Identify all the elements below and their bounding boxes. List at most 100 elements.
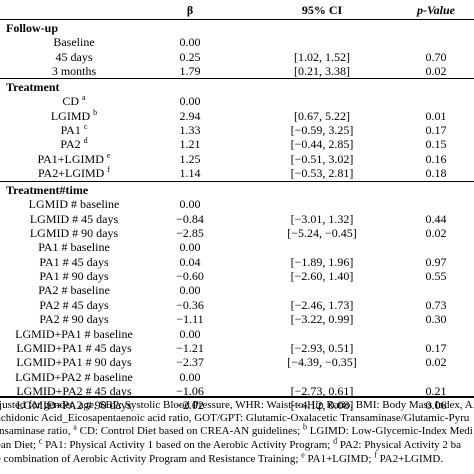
p-value: 0.16 [425,151,447,166]
beta-value: −1.11 [176,312,204,327]
p-value: 0.18 [425,166,447,181]
footnote-text: PA2+LGIMD. [376,453,444,465]
ci-value: [−1.89, 1.96] [290,254,354,269]
row-label: LGMID+PA2 # baseline [0,370,148,384]
footnote-text: ljusted for gender, age, SBP: Systolic B… [0,399,474,411]
table-row: PA1+LGIMD e 1.25 [−0.51, 3.02] 0.16 [0,151,474,166]
p-value: 0.55 [425,269,447,284]
beta-value: 1.79 [179,64,201,79]
row-label-text: LGMID+PA1 # baseline [15,326,133,341]
row-label: LGIMD b [0,108,148,123]
beta-column-header: β [186,3,194,17]
p-value: 0.02 [425,355,447,370]
row-label-text: PA2 [60,137,81,152]
ci-value: [−2.60, 1.40] [290,269,354,284]
p-value: 0.06 [425,398,447,413]
row-label: LGMID # 90 days [0,226,148,240]
row-label: PA1 c [0,123,148,138]
footnote-line: insaminase ratio, a CD: Control Diet bas… [0,422,473,438]
p-value: 0.70 [425,49,447,64]
footnote-text: CD: Control Diet based on CREA-AN guidel… [76,425,303,437]
row-label-footnote-mark: a [82,93,86,103]
beta-value: −1.06 [176,383,204,398]
ci-value: [−0.44, 2.85] [290,137,354,152]
table-row: 3 months 1.79 [0.21, 3.38] 0.02 [0,64,474,78]
row-label-text: PA1 # 90 days [39,269,109,284]
p-value: 0.30 [425,312,447,327]
table-row: LGMID+PA2 # 90 days −2.02 [−4.12, 0.08] 0.0… [0,398,474,412]
row-label-text: LGMID+PA2 # baseline [15,369,133,384]
beta-value: 0.04 [179,254,201,269]
ci-value: [−4.12, 0.08] [290,398,354,413]
table-header-row: β 95% CI p-Value [0,3,474,17]
p-value: 0.21 [425,383,447,398]
beta-value: 1.25 [179,151,201,166]
row-label-text: PA1 [60,123,81,138]
row-label: PA2 # baseline [0,283,148,297]
p-value: 0.01 [425,108,447,123]
table-row: CD a 0.00 [0,93,474,109]
table-row: 45 days 0.25 [1.02, 1.52] 0.70 [0,50,474,64]
ci-value: [−4.39, −0.35] [287,355,357,370]
footnote-line: ean Diet; c PA1: Physical Activity 1 bas… [0,436,470,452]
p-value-column-header: p-Value [416,3,455,17]
ci-column-header: 95% CI [301,3,343,17]
row-label-text: PA2+LGIMD [37,166,105,181]
p-value: 0.97 [425,254,447,269]
beta-value: 1.33 [179,123,201,138]
header-rule [0,19,474,20]
section-title-label: Follow-up [6,21,59,35]
beta-value: 2.94 [179,108,201,123]
footnote-line: achidonic Acid_Eicosapentaenoic acid rat… [0,412,470,425]
section-title-label: Treatment [6,80,60,94]
footnote-mark: c [38,436,43,446]
table-row: PA1 # 90 days −0.60 [−2.60, 1.40] 0.55 [0,269,474,283]
ci-value: [0.21, 3.38] [294,64,350,79]
table-row: PA1 # 45 days 0.04 [−1.89, 1.96] 0.97 [0,255,474,269]
row-label: LGMID # baseline [0,197,148,211]
row-label-text: PA2 # 90 days [39,312,109,327]
row-label-text: LGIMD [50,108,91,123]
row-label: LGMID+PA1 # 45 days [0,341,148,355]
footnote-mark: a [73,422,77,432]
p-value: 0.44 [425,211,447,226]
footnote-mark: f [374,450,377,460]
beta-value: 0.00 [179,197,201,212]
row-label-text: LGMID # 45 days [29,211,119,226]
table-row: LGMID # 45 days −0.84 [−3.01, 1.32] 0.44 [0,212,474,226]
footnote-text: ean Diet; [0,439,39,451]
row-label-text: PA1+LGIMD [37,151,104,166]
section-divider [0,78,474,79]
table-row: PA2 # 90 days −1.11 [−3.22, 0.99] 0.30 [0,312,474,326]
section-divider [0,181,474,182]
table-row: LGIMD b 2.94 [0.67, 5.22] 0.01 [0,108,474,123]
footnote-text: achidonic Acid_Eicosapentaenoic acid rat… [0,412,470,424]
table-row: PA2 # baseline 0.00 [0,283,474,297]
table-row: PA2 # 45 days −0.36 [−2.46, 1.73] 0.73 [0,298,474,312]
row-label-text: LGMID # 90 days [29,226,119,241]
row-label-text: PA1 # baseline [38,240,110,255]
beta-value: 0.00 [179,369,201,384]
section-title-treatment-time: Treatment#time [0,183,474,197]
row-label: PA2+LGIMD f [0,165,148,181]
ci-value: [−3.22, 0.99] [290,312,354,327]
table-row: PA1 # baseline 0.00 [0,240,474,254]
ci-value: [−2.46, 1.73] [290,297,354,312]
beta-value: 0.25 [179,49,201,64]
beta-value: 0.00 [179,283,201,298]
row-label: PA2 d [0,137,148,152]
section-title-treatment: Treatment [0,80,474,94]
row-label: LGMID # 45 days [0,212,148,226]
row-label-text: Baseline [53,35,95,50]
row-label-footnote-mark: f [107,165,110,175]
footnote-mark: d [333,436,338,446]
row-label: LGMID+PA2 # 90 days [0,398,148,412]
beta-value: 0.00 [179,326,201,341]
footnote-line: e combination of Aerobic Activity Progra… [0,450,470,466]
row-label: LGMID+PA1 # 90 days [0,355,148,369]
p-value: 0.17 [425,123,447,138]
table-row: PA2+LGIMD f 1.14 [−0.53, 2.81] 0.18 [0,165,474,181]
beta-value: −2.85 [176,226,204,241]
footnote-text: LGIMD: Low-Glycemic-Index Medi [306,425,473,437]
footnote-line: ljusted for gender, age, SBP: Systolic B… [0,399,474,412]
